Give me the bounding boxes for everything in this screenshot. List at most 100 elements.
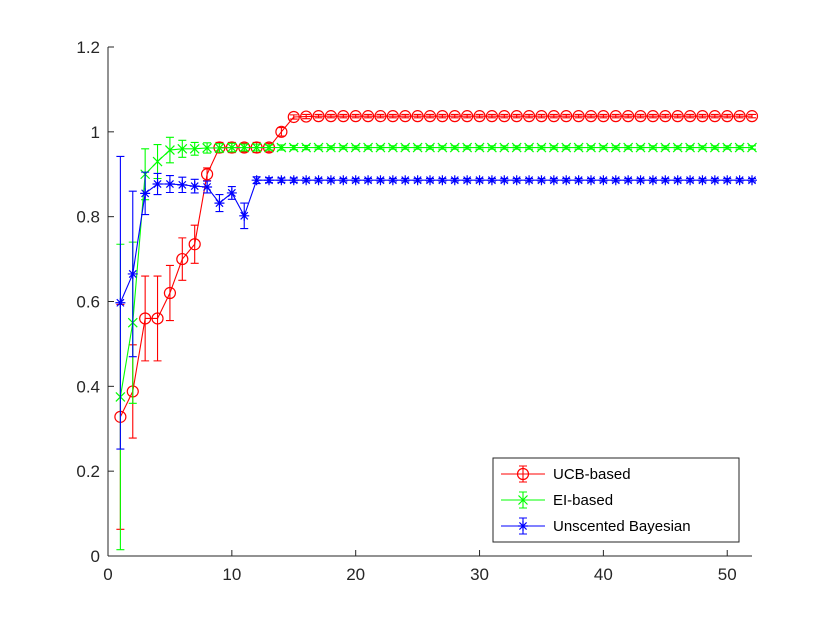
data-point	[239, 210, 250, 221]
data-point	[623, 175, 634, 186]
data-point-shape	[423, 110, 437, 123]
data-point-shape	[312, 110, 325, 123]
data-point	[560, 110, 573, 123]
data-point-shape	[189, 181, 200, 192]
data-point	[287, 110, 300, 124]
data-point-shape	[586, 175, 596, 186]
data-point-shape	[436, 110, 449, 123]
data-point-shape	[721, 110, 734, 123]
data-point	[498, 110, 511, 123]
data-point	[312, 110, 325, 123]
data-point	[350, 142, 361, 153]
data-point	[177, 179, 188, 190]
data-point	[708, 110, 721, 123]
data-point	[288, 142, 299, 153]
data-point	[586, 175, 596, 186]
data-point	[214, 198, 225, 209]
data-point	[535, 110, 548, 123]
data-point-shape	[226, 187, 237, 198]
data-point-shape	[474, 142, 485, 153]
data-point-shape	[685, 142, 696, 153]
x-tick-label: 40	[594, 565, 613, 584]
data-point	[561, 175, 572, 186]
data-point-shape	[214, 198, 225, 209]
data-point	[412, 142, 423, 153]
data-point-shape	[411, 110, 424, 123]
data-point-shape	[387, 175, 398, 186]
data-point	[536, 142, 547, 153]
data-point	[745, 110, 759, 123]
data-point-shape	[188, 238, 201, 251]
series-line	[119, 179, 752, 303]
legend-marker-shape	[518, 521, 528, 531]
data-point	[510, 110, 523, 123]
data-point	[437, 175, 448, 186]
data-point	[264, 175, 274, 186]
data-point-shape	[140, 188, 151, 199]
data-point	[399, 110, 412, 123]
data-point-shape	[623, 142, 634, 153]
data-point	[437, 142, 448, 153]
data-point	[386, 110, 399, 123]
data-point	[325, 142, 336, 153]
data-point-shape	[560, 110, 573, 123]
data-point	[511, 175, 522, 186]
data-point-shape	[524, 175, 535, 186]
data-point	[164, 179, 175, 190]
series-2	[115, 155, 757, 450]
data-point	[400, 175, 411, 186]
data-point-shape	[499, 142, 510, 153]
data-point-shape	[164, 145, 175, 155]
legend-marker-shape	[516, 467, 530, 481]
data-point	[697, 142, 708, 153]
data-point	[226, 187, 237, 198]
data-point	[485, 110, 499, 123]
data-point	[635, 175, 646, 186]
data-point	[610, 142, 621, 153]
data-point-shape	[412, 175, 423, 186]
data-point	[623, 142, 634, 153]
data-point	[202, 143, 213, 153]
data-point-shape	[164, 179, 175, 190]
data-point	[635, 142, 646, 153]
y-tick-label: 0.8	[76, 208, 100, 227]
data-point-shape	[660, 142, 671, 153]
data-point-shape	[586, 142, 596, 153]
data-point	[685, 175, 696, 186]
data-point	[349, 110, 362, 123]
data-point-shape	[511, 142, 522, 153]
data-point	[140, 188, 151, 199]
data-point-shape	[584, 110, 598, 123]
data-point	[448, 110, 461, 123]
data-point-shape	[449, 142, 460, 153]
data-point-shape	[522, 110, 536, 123]
data-point-shape	[473, 110, 486, 123]
data-point-shape	[449, 175, 460, 186]
data-point	[436, 110, 449, 123]
series-layer	[114, 110, 759, 551]
legend-marker	[518, 521, 528, 531]
data-point	[449, 142, 460, 153]
data-point	[127, 268, 138, 279]
data-point-shape	[561, 175, 572, 186]
data-point-shape	[350, 175, 361, 186]
data-point	[400, 142, 411, 153]
data-point	[275, 125, 288, 138]
data-point	[683, 110, 697, 123]
data-point-shape	[610, 142, 621, 153]
data-point	[722, 175, 733, 186]
data-point	[499, 175, 510, 186]
data-point-shape	[386, 110, 399, 123]
data-point	[598, 175, 609, 186]
data-point	[547, 110, 560, 123]
data-point	[671, 110, 684, 123]
y-tick-label: 0.6	[76, 293, 100, 312]
data-point-shape	[363, 175, 374, 186]
data-point	[584, 110, 598, 123]
data-point-shape	[387, 142, 398, 153]
data-point-shape	[200, 168, 214, 181]
data-point-shape	[646, 110, 660, 123]
data-point-shape	[375, 175, 386, 186]
data-point-shape	[709, 142, 720, 153]
